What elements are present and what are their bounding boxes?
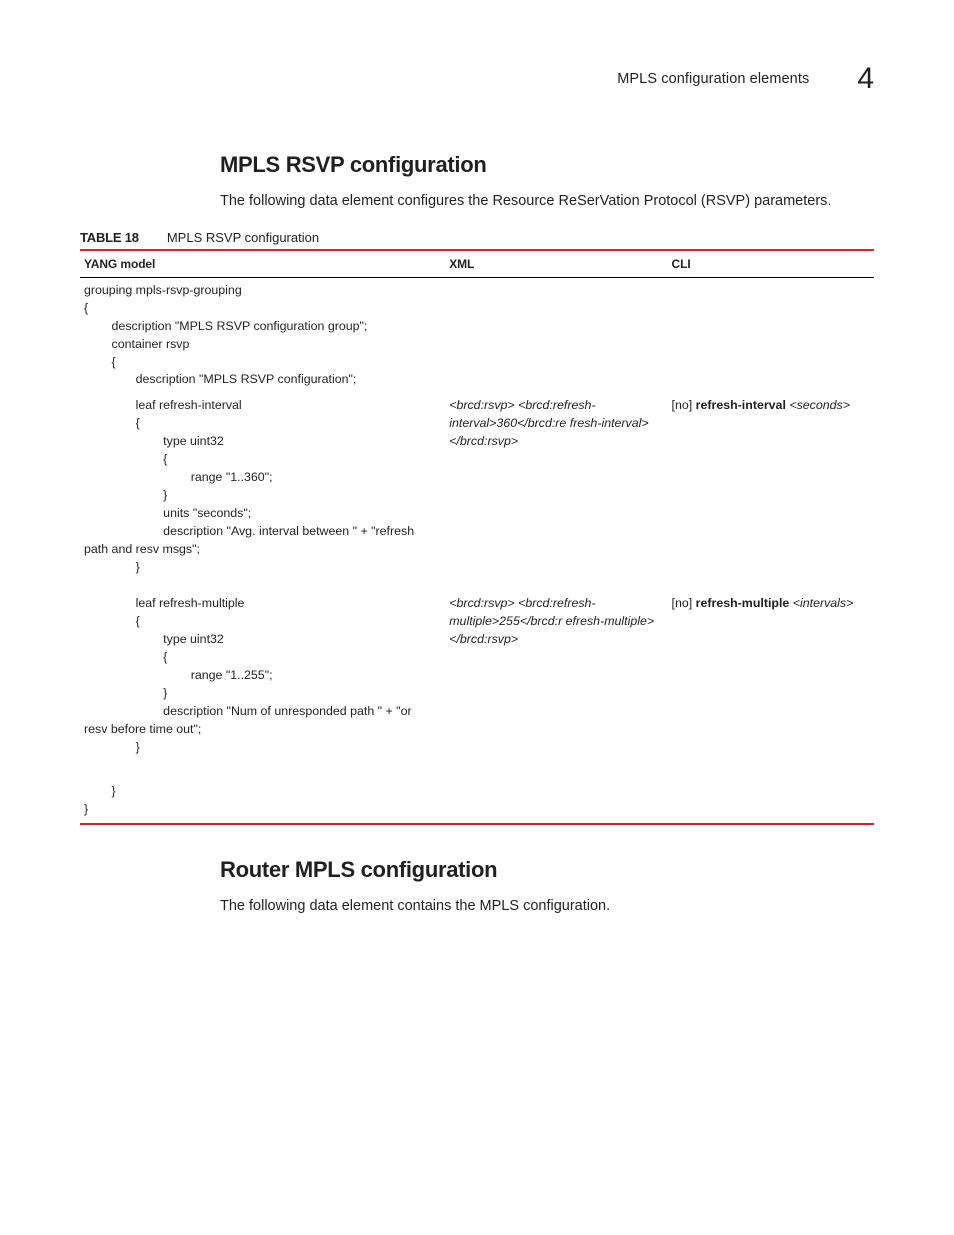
cli-refresh-interval: [no] refresh-interval <seconds>: [672, 398, 850, 412]
table-row: leaf refresh-interval { type uint32 { ra…: [80, 393, 874, 581]
yang-refresh-interval: leaf refresh-interval { type uint32 { ra…: [84, 397, 439, 577]
xml-refresh-interval: <brcd:rsvp> <brcd:refresh-interval>360</…: [449, 397, 661, 451]
yang-refresh-multiple: leaf refresh-multiple { type uint32 { ra…: [84, 595, 439, 757]
config-table: YANG model XML CLI grouping mpls-rsvp-gr…: [80, 249, 874, 826]
table-title: MPLS RSVP configuration: [167, 230, 319, 245]
th-yang: YANG model: [80, 250, 445, 278]
yang-bottom: } }: [84, 765, 439, 819]
table-header-row: YANG model XML CLI: [80, 250, 874, 278]
section-heading-router-mpls: Router MPLS configuration: [220, 857, 874, 883]
table-row: leaf refresh-multiple { type uint32 { ra…: [80, 581, 874, 761]
th-cli: CLI: [668, 250, 874, 278]
section-intro-router-mpls: The following data element contains the …: [220, 897, 874, 917]
running-title: MPLS configuration elements: [617, 71, 809, 87]
table-row: grouping mpls-rsvp-grouping { descriptio…: [80, 277, 874, 393]
th-xml: XML: [445, 250, 667, 278]
table-row: } }: [80, 761, 874, 824]
running-header: MPLS configuration elements 4: [80, 62, 874, 96]
section-heading-rsvp: MPLS RSVP configuration: [220, 152, 874, 178]
chapter-number: 4: [857, 62, 874, 96]
table-label: TABLE 18: [80, 230, 139, 245]
table-caption: TABLE 18 MPLS RSVP configuration: [80, 230, 874, 245]
yang-top: grouping mpls-rsvp-grouping { descriptio…: [84, 282, 439, 390]
section-intro-rsvp: The following data element configures th…: [220, 192, 874, 212]
xml-refresh-multiple: <brcd:rsvp> <brcd:refresh-multiple>255</…: [449, 595, 661, 649]
cli-refresh-multiple: [no] refresh-multiple <intervals>: [672, 596, 854, 610]
